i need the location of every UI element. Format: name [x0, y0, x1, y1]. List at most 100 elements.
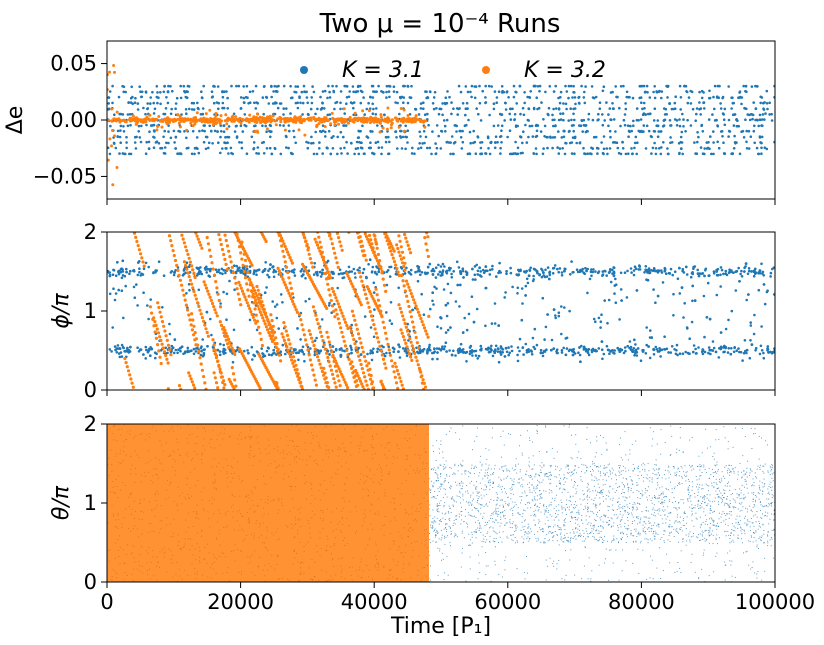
point-k31 — [444, 341, 448, 345]
point-k31 — [414, 108, 418, 111]
point-k32 — [187, 256, 191, 260]
point-k31 — [752, 274, 756, 278]
point-k31 — [651, 146, 655, 150]
point-k31 — [717, 96, 720, 99]
point-k31 — [185, 112, 188, 115]
point-k31 — [426, 271, 430, 275]
point-k32 — [268, 333, 272, 338]
point-k31 — [572, 270, 575, 274]
point-k32 — [411, 320, 415, 324]
point-k31 — [374, 113, 378, 116]
point-k32 — [290, 261, 294, 265]
point-k31 — [376, 350, 379, 354]
point-k32 — [234, 384, 238, 388]
point-k31 — [139, 140, 143, 144]
point-k31 — [687, 96, 691, 99]
point-k31 — [767, 351, 770, 354]
point-k31 — [281, 343, 285, 347]
point-k32 — [174, 119, 177, 123]
point-k31 — [669, 136, 672, 139]
point-k31 — [370, 270, 374, 273]
point-k31 — [285, 107, 288, 110]
point-k32 — [123, 356, 127, 361]
point-k31 — [535, 96, 538, 99]
point-k31 — [387, 345, 391, 349]
point-k31 — [602, 147, 606, 151]
point-k31 — [482, 534, 484, 536]
point-k31 — [645, 84, 649, 88]
point-k31 — [737, 527, 739, 529]
point-k31 — [310, 135, 313, 139]
point-k32 — [115, 166, 119, 169]
point-k31 — [165, 96, 168, 99]
point-k32 — [410, 344, 414, 348]
point-k32 — [271, 114, 275, 118]
point-k31 — [531, 135, 535, 138]
point-k31 — [474, 349, 478, 353]
point-k31 — [521, 346, 525, 349]
point-k31 — [410, 152, 414, 155]
point-k31 — [545, 505, 547, 507]
point-k31 — [635, 152, 638, 156]
point-k31 — [451, 152, 455, 156]
point-k32 — [337, 379, 341, 383]
point-k32 — [374, 301, 378, 306]
point-k31 — [153, 107, 157, 111]
point-k32 — [267, 331, 271, 335]
point-k32 — [222, 252, 226, 257]
point-k31 — [509, 107, 513, 111]
point-k31 — [272, 268, 276, 272]
point-k31 — [758, 136, 762, 139]
point-k32 — [166, 116, 170, 120]
point-k32 — [288, 355, 292, 359]
point-k32 — [367, 109, 371, 113]
point-k32 — [352, 337, 356, 342]
point-k31 — [417, 113, 421, 116]
point-k31 — [301, 101, 305, 105]
point-k32 — [195, 234, 199, 238]
point-k31 — [376, 124, 379, 127]
point-k31 — [489, 347, 493, 350]
point-k31 — [715, 293, 719, 297]
point-k31 — [219, 151, 222, 155]
point-k31 — [428, 343, 431, 347]
point-k32 — [370, 248, 375, 252]
point-k31 — [564, 102, 568, 106]
point-k32 — [246, 304, 251, 308]
point-k31 — [496, 347, 500, 350]
point-k32 — [382, 283, 387, 287]
point-k32 — [222, 331, 226, 335]
point-k31 — [359, 89, 363, 93]
point-k31 — [339, 147, 343, 150]
point-k31 — [666, 96, 669, 99]
point-k32 — [347, 121, 350, 125]
point-k31 — [198, 129, 201, 133]
point-k31 — [330, 136, 334, 139]
point-k32 — [375, 304, 379, 308]
point-k32 — [347, 357, 351, 361]
point-k31 — [389, 265, 393, 269]
point-k32 — [176, 268, 180, 272]
point-k31 — [300, 349, 303, 353]
point-k32 — [210, 261, 214, 265]
point-k31 — [308, 297, 311, 301]
point-k31 — [428, 146, 432, 150]
point-k32 — [426, 235, 430, 239]
point-k31 — [232, 112, 236, 116]
point-k31 — [118, 112, 121, 116]
point-k32 — [251, 116, 255, 120]
point-k32 — [382, 119, 386, 123]
point-k31 — [416, 279, 420, 283]
point-k31 — [394, 101, 397, 104]
point-k31 — [205, 310, 209, 314]
point-k32 — [288, 256, 292, 260]
point-k31 — [426, 112, 429, 116]
point-k32 — [402, 318, 406, 322]
point-k32 — [165, 338, 169, 342]
point-k31 — [627, 135, 630, 138]
point-k32 — [318, 249, 322, 253]
point-k31 — [572, 350, 576, 354]
point-k31 — [645, 326, 648, 329]
point-k32 — [355, 350, 360, 354]
point-k32 — [413, 301, 417, 305]
